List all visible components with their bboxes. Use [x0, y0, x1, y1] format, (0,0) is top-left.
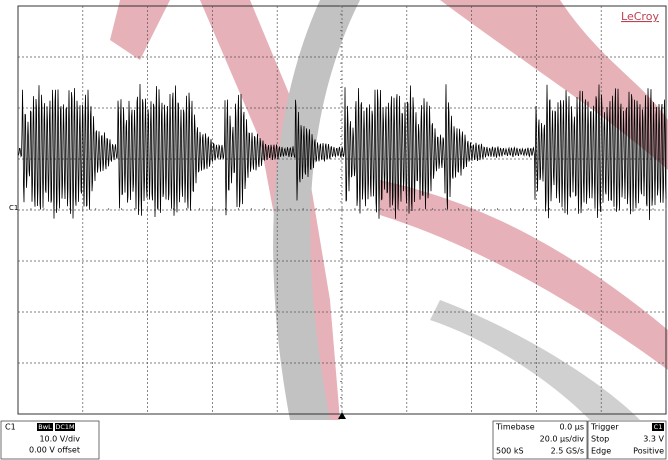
trigger-slope: Positive: [633, 447, 664, 456]
badge: DC1M: [55, 423, 74, 431]
watermark-swoosh: [380, 180, 668, 370]
watermark: [110, 0, 668, 420]
timebase-samples: 500 kS: [496, 447, 524, 456]
waveform: [17, 83, 667, 221]
badge-bg: [55, 423, 75, 431]
graticule: [17, 5, 667, 415]
timebase-title: Timebase: [495, 423, 535, 432]
timebase-delay: 0.0 µs: [559, 423, 584, 432]
channel-marker: C1: [9, 204, 18, 212]
channel-offset: 0.00 V offset: [29, 446, 80, 455]
brand-logo: LeCroy: [621, 10, 659, 23]
timebase-panel: [492, 420, 588, 460]
watermark-arc: [273, 0, 360, 420]
trigger-mode: Stop: [591, 435, 609, 444]
badge-bg: [37, 423, 53, 431]
trigger-source: C1: [654, 423, 663, 431]
timebase-rate: 2.5 GS/s: [551, 447, 584, 456]
channel-scale: 10.0 V/div: [39, 435, 80, 444]
channel-name: C1: [5, 423, 16, 432]
watermark-arc: [430, 300, 640, 420]
badge: BwL: [38, 423, 52, 431]
timebase-scale: 20.0 µs/div: [540, 435, 585, 444]
trigger-position-marker: [338, 412, 346, 419]
watermark-swoosh: [110, 0, 170, 60]
trigger-type: Edge: [591, 447, 611, 456]
badge-bg: [652, 423, 664, 431]
trigger-level: 3.3 V: [643, 435, 664, 444]
watermark-swoosh: [440, 0, 668, 170]
trigger-title: Trigger: [590, 423, 619, 432]
